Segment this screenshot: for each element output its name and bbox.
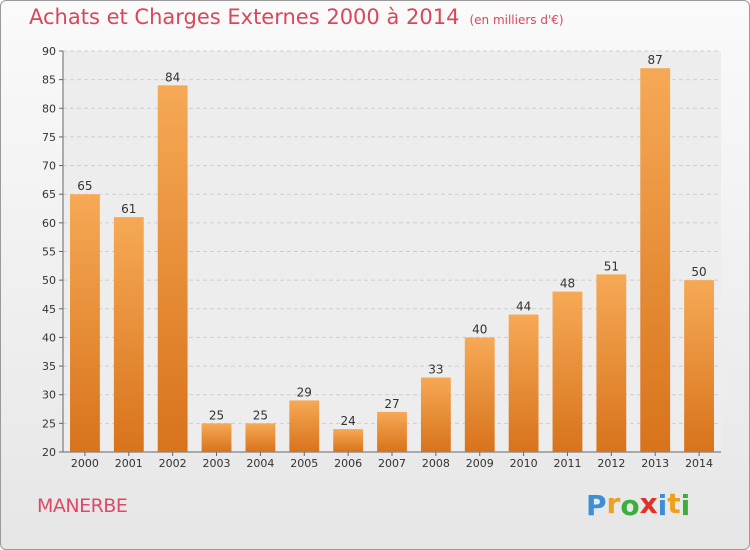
bar: [201, 423, 232, 452]
bar-value-label: 40: [472, 322, 487, 336]
x-tick-label: 2011: [553, 457, 581, 470]
bar: [420, 377, 451, 452]
proxiti-logo: Proxiti: [586, 487, 691, 522]
y-tick-label: 45: [42, 303, 56, 316]
x-tick-label: 2008: [422, 457, 450, 470]
x-tick-label: 2003: [203, 457, 231, 470]
y-tick-label: 70: [42, 160, 56, 173]
bar: [289, 400, 320, 452]
bar: [640, 68, 671, 452]
x-tick-label: 2001: [115, 457, 143, 470]
bar: [377, 411, 407, 452]
bar-value-label: 51: [604, 259, 619, 273]
x-tick-label: 2005: [290, 457, 318, 470]
bar-value-label: 48: [560, 277, 575, 291]
y-tick-label: 25: [42, 417, 56, 430]
y-tick-label: 60: [42, 217, 56, 230]
bar-value-label: 33: [428, 363, 443, 377]
chart-title: Achats et Charges Externes 2000 à 2014 (e…: [29, 5, 564, 29]
bar-value-label: 29: [297, 385, 312, 399]
bar: [70, 194, 100, 452]
bar-value-label: 50: [691, 265, 706, 279]
bar: [333, 429, 364, 452]
bar: [157, 85, 188, 452]
y-tick-label: 50: [42, 274, 56, 287]
title-text: Achats et Charges Externes 2000 à 2014: [29, 5, 460, 29]
bar-value-label: 65: [77, 179, 92, 193]
bar: [245, 423, 276, 452]
x-tick-label: 2010: [510, 457, 538, 470]
bar-value-label: 84: [165, 70, 180, 84]
y-tick-label: 35: [42, 360, 56, 373]
bar-value-label: 27: [384, 397, 399, 411]
x-tick-label: 2014: [685, 457, 713, 470]
x-tick-label: 2004: [246, 457, 274, 470]
y-tick-label: 40: [42, 331, 56, 344]
place-name: MANERBE: [37, 495, 128, 517]
x-tick-label: 2012: [597, 457, 625, 470]
title-unit: (en milliers d'€): [469, 13, 564, 27]
y-tick-label: 90: [42, 45, 56, 58]
bar-value-label: 25: [209, 408, 224, 422]
y-tick-label: 20: [42, 446, 56, 459]
x-tick-label: 2013: [641, 457, 669, 470]
bar-value-label: 25: [253, 408, 268, 422]
y-tick-label: 85: [42, 74, 56, 87]
y-tick-label: 80: [42, 102, 56, 115]
x-tick-label: 2000: [71, 457, 99, 470]
x-tick-label: 2009: [466, 457, 494, 470]
bar-value-label: 44: [516, 300, 531, 314]
bar-value-label: 24: [340, 414, 355, 428]
bar-value-label: 87: [648, 53, 663, 67]
bar: [113, 217, 144, 452]
bar-chart: 20 25 30 35 40 45 50 55 60 65 70 75 80 85 90 65 2000 61 20…: [42, 45, 721, 470]
y-tick-label: 55: [42, 246, 56, 259]
x-tick-label: 2006: [334, 457, 362, 470]
x-tick-label: 2007: [378, 457, 406, 470]
bar: [596, 274, 627, 452]
y-tick-label: 65: [42, 188, 56, 201]
bar: [552, 291, 583, 452]
bar: [464, 337, 495, 452]
bar-value-label: 61: [121, 202, 136, 216]
bar: [508, 314, 539, 452]
y-tick-label: 75: [42, 131, 56, 144]
y-tick-label: 30: [42, 389, 56, 402]
x-tick-label: 2002: [159, 457, 187, 470]
bar: [684, 280, 714, 452]
